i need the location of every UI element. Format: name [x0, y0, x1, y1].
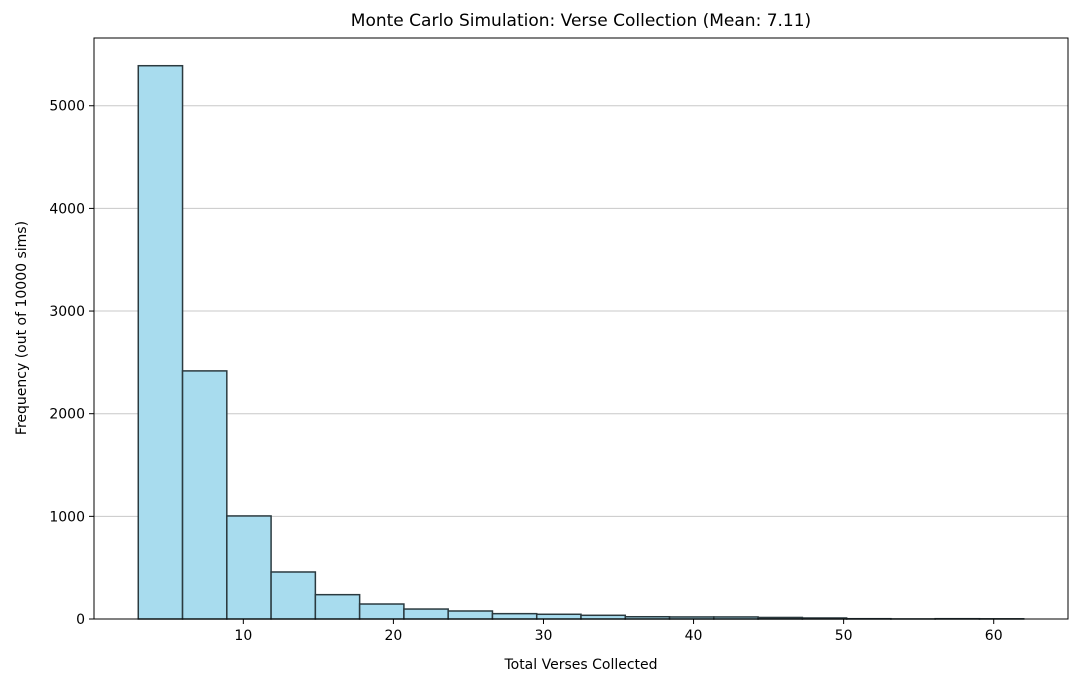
y-tick-label: 2000 — [49, 407, 85, 423]
x-axis-label: Total Verses Collected — [503, 657, 657, 673]
bars — [138, 66, 1023, 619]
histogram-bar — [448, 611, 492, 619]
x-tick-label: 60 — [985, 628, 1003, 644]
histogram-bar — [227, 516, 271, 619]
histogram-bar — [315, 595, 359, 619]
histogram-bar — [138, 66, 182, 619]
histogram-bar — [271, 572, 315, 619]
y-tick-label: 5000 — [49, 99, 85, 115]
x-tick-label: 50 — [835, 628, 853, 644]
chart-title: Monte Carlo Simulation: Verse Collection… — [351, 11, 811, 31]
x-tick-label: 30 — [535, 628, 553, 644]
histogram-bar — [537, 614, 581, 619]
x-tick-label: 40 — [685, 628, 703, 644]
histogram-bar — [360, 604, 404, 619]
y-tick-label: 4000 — [49, 201, 85, 217]
histogram-bar — [492, 614, 536, 619]
x-tick-label: 20 — [384, 628, 402, 644]
x-axis-ticks: 10 20 30 40 50 60 — [234, 619, 1002, 644]
y-axis-label: Frequency (out of 10000 sims) — [14, 221, 30, 435]
y-tick-label: 3000 — [49, 304, 85, 320]
y-tick-label: 0 — [76, 612, 85, 628]
x-tick-label: 10 — [234, 628, 252, 644]
histogram-bar — [404, 609, 448, 619]
y-tick-label: 1000 — [49, 509, 85, 525]
histogram-bar — [581, 615, 625, 619]
y-axis-ticks: 0 1000 2000 3000 4000 5000 — [49, 99, 94, 628]
histogram-bar — [183, 371, 227, 619]
